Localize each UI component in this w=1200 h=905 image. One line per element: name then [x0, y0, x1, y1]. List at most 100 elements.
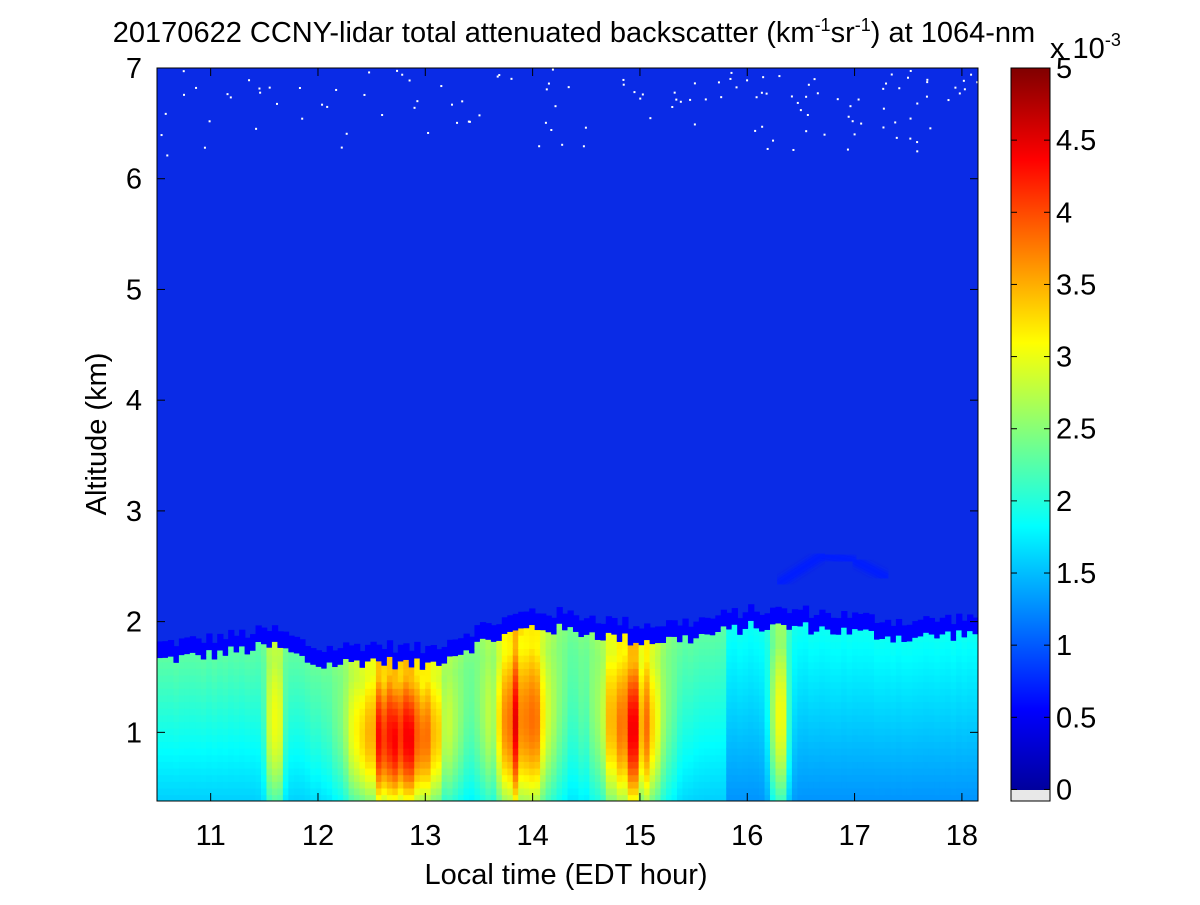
heatmap-cell: [802, 634, 810, 643]
heatmap-cell: [901, 654, 908, 663]
heatmap-cell: [512, 613, 520, 631]
heatmap-cell: [167, 747, 175, 756]
heatmap-cell: [786, 741, 793, 749]
heatmap-cell: [890, 694, 897, 703]
heatmap-cell: [501, 634, 509, 643]
heatmap-cell: [868, 727, 875, 736]
heatmap-cell: [972, 774, 978, 782]
heatmap-cell: [698, 674, 706, 683]
heatmap-cell: [797, 681, 804, 689]
heatmap-cell: [408, 714, 416, 723]
heatmap-cell: [425, 645, 432, 663]
heatmap-cell: [523, 714, 530, 723]
heatmap-cell: [731, 608, 738, 625]
heatmap-cell: [813, 714, 821, 723]
heatmap-cell: [726, 714, 733, 723]
heatmap-cell: [490, 734, 498, 743]
heatmap-cell: [572, 674, 580, 683]
heatmap-cell: [972, 741, 978, 749]
heatmap-cell: [288, 674, 295, 683]
heatmap-cell: [895, 734, 903, 743]
heatmap-cell: [375, 721, 383, 729]
heatmap-cell: [359, 794, 366, 801]
heatmap-cell: [310, 688, 317, 696]
heatmap-cell: [874, 781, 881, 789]
heatmap-cell: [611, 741, 618, 749]
heatmap-cell: [578, 674, 585, 683]
heatmap-cell: [452, 794, 459, 801]
heatmap-cell: [917, 701, 925, 709]
heatmap-cell: [802, 674, 810, 683]
noise-speckle: [183, 93, 186, 96]
heatmap-cell: [266, 727, 273, 736]
heatmap-cell: [655, 648, 662, 656]
heatmap-cell: [430, 787, 437, 796]
heatmap-cell: [594, 741, 602, 749]
noise-speckle: [890, 73, 893, 76]
heatmap-cell: [184, 661, 191, 669]
heatmap-cell: [616, 661, 624, 669]
heatmap-cell: [780, 694, 788, 703]
heatmap-cell: [310, 787, 317, 796]
heatmap-cell: [452, 781, 459, 789]
heatmap-cell: [808, 648, 815, 656]
heatmap-cell: [967, 674, 974, 683]
heatmap-cell: [704, 721, 711, 729]
heatmap-cell: [386, 688, 394, 696]
heatmap-cell: [167, 794, 175, 801]
heatmap-cell: [501, 707, 509, 716]
heatmap-cell: [354, 794, 361, 801]
heatmap-cell: [770, 628, 777, 636]
noise-speckle: [381, 113, 384, 116]
heatmap-cell: [950, 694, 957, 703]
heatmap-cell: [458, 721, 465, 729]
heatmap-cell: [928, 661, 936, 669]
heatmap-cell: [447, 747, 454, 756]
heatmap-cell: [813, 761, 821, 769]
heatmap-cell: [605, 632, 613, 636]
heatmap-cell: [600, 661, 607, 669]
heatmap-cell: [512, 734, 520, 743]
heatmap-cell: [556, 714, 563, 723]
heatmap-cell: [348, 727, 355, 736]
heatmap-cell: [540, 681, 547, 689]
heatmap-cell: [304, 794, 312, 801]
heatmap-cell: [917, 774, 925, 782]
heatmap-cell: [835, 774, 842, 782]
heatmap-cell: [359, 707, 366, 716]
heatmap-cell: [715, 641, 722, 649]
heatmap-cell: [638, 694, 645, 703]
heatmap-cell: [611, 794, 618, 801]
heatmap-cell: [748, 648, 755, 656]
heatmap-cell: [857, 694, 864, 703]
heatmap-cell: [397, 781, 405, 789]
heatmap-cell: [408, 787, 416, 796]
heatmap-cell: [824, 629, 832, 636]
heatmap-cell: [731, 754, 738, 762]
heatmap-cell: [529, 787, 536, 796]
heatmap-cell: [463, 761, 470, 769]
heatmap-cell: [868, 741, 875, 749]
heatmap-cell: [868, 734, 875, 743]
heatmap-cell: [797, 741, 804, 749]
heatmap-cell: [638, 774, 645, 782]
heatmap-cell: [808, 767, 815, 776]
heatmap-cell: [693, 747, 700, 756]
heatmap-cell: [912, 637, 919, 643]
heatmap-cell: [698, 727, 706, 736]
heatmap-cell: [436, 754, 443, 762]
heatmap-cell: [463, 633, 470, 651]
heatmap-cell: [945, 631, 952, 636]
heatmap-cell: [709, 654, 717, 663]
heatmap-cell: [233, 707, 240, 716]
heatmap-cell: [709, 761, 717, 769]
heatmap-cell: [600, 734, 607, 743]
heatmap-cell: [682, 781, 689, 789]
heatmap-cell: [167, 674, 175, 683]
heatmap-cell: [282, 681, 290, 689]
heatmap-cell: [863, 781, 870, 789]
heatmap-cell: [490, 774, 498, 782]
heatmap-cell: [748, 604, 755, 621]
heatmap-cell: [250, 767, 257, 776]
heatmap-cell: [934, 787, 941, 796]
